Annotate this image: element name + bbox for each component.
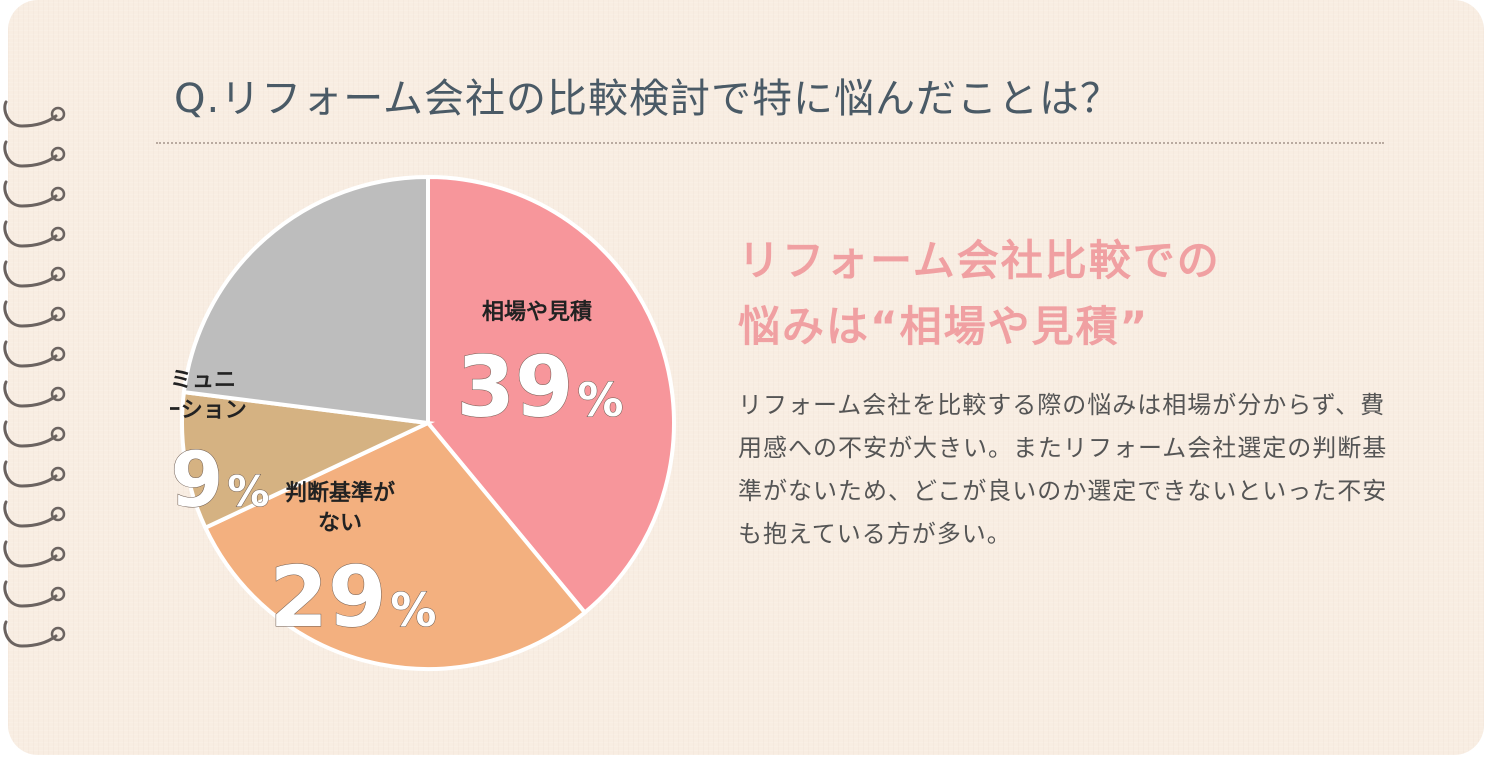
slice-unit: %: [227, 467, 269, 516]
spiral-ring: [3, 420, 66, 448]
notebook-card: [8, 0, 1484, 755]
spiral-ring: [3, 380, 66, 408]
dotted-divider: [156, 142, 1384, 144]
spiral-ring: [3, 540, 66, 568]
spiral-binding-icon: [3, 100, 66, 648]
spiral-ring: [3, 260, 66, 288]
slice-label: ケーション: [170, 398, 247, 423]
spiral-ring: [3, 460, 66, 488]
slice-label: ない: [318, 511, 362, 536]
slice-label: 相場や見積: [482, 300, 593, 325]
slice-value: 29: [270, 548, 387, 646]
spiral-ring: [3, 220, 66, 248]
spiral-ring: [3, 140, 66, 168]
pie-slice: [180, 389, 436, 531]
spiral-ring: [3, 580, 66, 608]
spiral-ring: [3, 620, 66, 648]
pie-slice: [426, 174, 676, 616]
spiral-ring: [3, 100, 66, 128]
pie-slice: [181, 174, 430, 426]
spiral-ring: [3, 500, 66, 528]
spiral-ring: [3, 300, 66, 328]
pie-chart: 相場や見積 39% 判断基準がない 29% コミュニケーション 9%: [170, 174, 676, 671]
slice-value-label: 39%: [457, 338, 624, 436]
question-title: Q.リフォーム会社の比較検討で特に悩んだことは？: [174, 76, 1121, 122]
slice-value: 9: [171, 435, 224, 524]
slice-unit: %: [390, 583, 436, 637]
headline-line-2: 悩みは“相場や見積”: [738, 302, 1150, 351]
slice-value-label: 9%: [171, 435, 270, 524]
headline: リフォーム会社比較での 悩みは“相場や見積”: [738, 228, 1438, 360]
slice-unit: %: [577, 373, 623, 427]
headline-line-1: リフォーム会社比較での: [738, 236, 1221, 285]
slice-value: 39: [457, 338, 574, 436]
body-text: リフォーム会社を比較する際の悩みは相場が分からず、費用感への不安が大きい。またリ…: [738, 391, 1388, 548]
spiral-ring: [3, 340, 66, 368]
spiral-ring: [3, 180, 66, 208]
slice-label: コミュニ: [170, 368, 236, 393]
slice-label: 判断基準が: [285, 480, 395, 506]
slice-value-label: 29%: [270, 548, 437, 646]
